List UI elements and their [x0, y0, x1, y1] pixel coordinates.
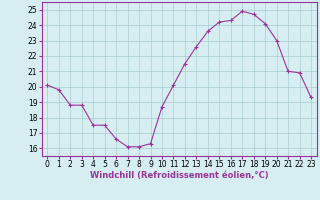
X-axis label: Windchill (Refroidissement éolien,°C): Windchill (Refroidissement éolien,°C) [90, 171, 268, 180]
